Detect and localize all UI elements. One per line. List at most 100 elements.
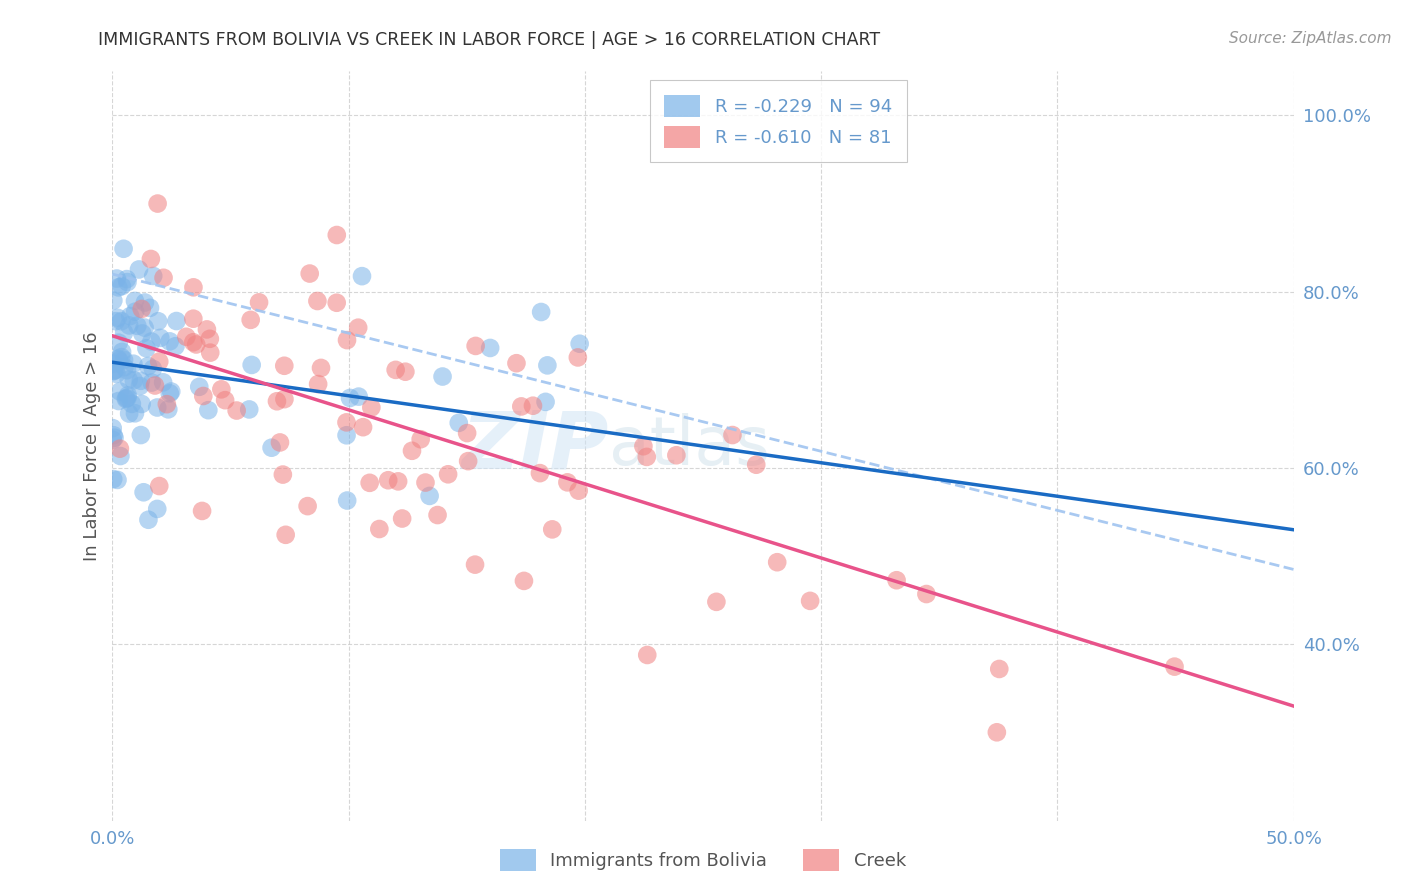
Point	[146, 196, 169, 211]
Point	[110, 314, 132, 328]
Point	[142, 362, 165, 376]
Point	[529, 466, 551, 480]
Point	[266, 394, 288, 409]
Point	[536, 359, 558, 373]
Point	[141, 334, 163, 349]
Point	[297, 499, 319, 513]
Point	[307, 377, 329, 392]
Point	[118, 407, 141, 421]
Point	[103, 357, 125, 371]
Point	[148, 479, 170, 493]
Point	[239, 313, 262, 327]
Point	[132, 485, 155, 500]
Point	[513, 574, 536, 588]
Point	[419, 489, 441, 503]
Point	[347, 390, 370, 404]
Point	[108, 384, 131, 399]
Point	[567, 351, 589, 365]
Point	[121, 397, 143, 411]
Point	[107, 335, 129, 350]
Point	[142, 268, 165, 283]
Point	[464, 339, 486, 353]
Text: IMMIGRANTS FROM BOLIVIA VS CREEK IN LABOR FORCE | AGE > 16 CORRELATION CHART: IMMIGRANTS FROM BOLIVIA VS CREEK IN LABO…	[98, 31, 880, 49]
Point	[146, 401, 169, 415]
Point	[799, 594, 821, 608]
Point	[191, 504, 214, 518]
Point	[636, 648, 658, 662]
Point	[124, 406, 146, 420]
Point	[120, 309, 142, 323]
Point	[135, 341, 157, 355]
Point	[131, 397, 153, 411]
Point	[464, 558, 486, 572]
Point	[432, 369, 454, 384]
Point	[456, 426, 478, 441]
Point	[117, 388, 139, 402]
Point	[122, 357, 145, 371]
Point	[101, 433, 124, 447]
Point	[131, 326, 153, 341]
Point	[165, 314, 187, 328]
Point	[115, 392, 138, 406]
Point	[298, 267, 321, 281]
Point	[118, 318, 141, 333]
Point	[134, 320, 156, 334]
Point	[124, 304, 146, 318]
Point	[165, 339, 187, 353]
Point	[124, 293, 146, 308]
Point	[437, 467, 460, 482]
Point	[636, 450, 658, 464]
Point	[131, 301, 153, 316]
Point	[214, 393, 236, 408]
Point	[457, 454, 479, 468]
Point	[633, 439, 655, 453]
Point	[176, 330, 198, 344]
Point	[988, 662, 1011, 676]
Point	[141, 376, 163, 390]
Point	[359, 475, 381, 490]
Point	[181, 335, 204, 350]
Point	[766, 555, 789, 569]
Point	[350, 269, 373, 284]
Point	[336, 493, 359, 508]
Point	[115, 363, 138, 377]
Point	[103, 472, 125, 486]
Point	[238, 402, 260, 417]
Point	[159, 334, 181, 349]
Point	[269, 435, 291, 450]
Point	[479, 341, 502, 355]
Text: Source: ZipAtlas.com: Source: ZipAtlas.com	[1229, 31, 1392, 46]
Point	[721, 428, 744, 442]
Point	[118, 373, 141, 387]
Point	[107, 310, 129, 325]
Point	[103, 293, 125, 308]
Point	[188, 380, 211, 394]
Point	[114, 360, 136, 375]
Point	[745, 458, 768, 472]
Point	[198, 332, 221, 346]
Point	[260, 441, 283, 455]
Point	[127, 318, 149, 333]
Point	[209, 382, 232, 396]
Point	[568, 483, 591, 498]
Point	[108, 353, 131, 368]
Text: atlas: atlas	[609, 413, 769, 479]
Point	[534, 395, 557, 409]
Point	[339, 391, 361, 405]
Point	[111, 279, 134, 293]
Point	[368, 522, 391, 536]
Point	[273, 359, 295, 373]
Point	[193, 389, 215, 403]
Point	[225, 403, 247, 417]
Point	[107, 351, 129, 366]
Point	[115, 272, 138, 286]
Point	[522, 399, 544, 413]
Point	[103, 364, 125, 378]
Point	[271, 467, 294, 482]
Point	[426, 508, 449, 522]
Point	[326, 227, 349, 242]
Point	[136, 359, 159, 373]
Point	[335, 416, 357, 430]
Point	[114, 392, 136, 406]
Point	[915, 587, 938, 601]
